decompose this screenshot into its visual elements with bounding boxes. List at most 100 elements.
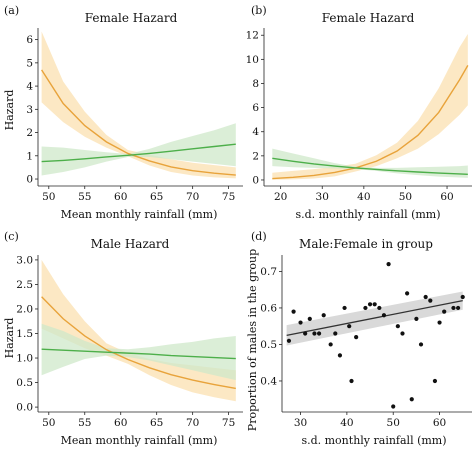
panel-c-series-1-confidence-band bbox=[41, 323, 236, 381]
panel-d-x-tick-label: 60 bbox=[433, 417, 446, 429]
panel-d-data-point bbox=[414, 316, 419, 321]
panel-c-series-0-confidence-band bbox=[41, 259, 236, 402]
panel-a: (a) Female Hazard Hazard Mean monthly ra… bbox=[3, 4, 243, 221]
panel-a-x-tick-label: 60 bbox=[114, 191, 127, 203]
panel-d-data-point bbox=[377, 305, 382, 311]
panel-c-y-tick-label: 1.5 bbox=[16, 328, 33, 340]
panel-c-title: Male Hazard bbox=[91, 237, 170, 251]
panel-c-x-tick-label: 55 bbox=[78, 417, 91, 429]
panel-b-x-tick-label: 20 bbox=[274, 191, 287, 203]
panel-d-data-point bbox=[321, 313, 326, 318]
panel-d-x-tick-label: 30 bbox=[294, 417, 307, 429]
panel-d-xlabel: s.d. monthly rainfall (mm) bbox=[301, 434, 446, 447]
panel-a-plot-area: 50 55 60 65 70 75 0 1 2 3 4 5 6 bbox=[26, 28, 243, 203]
panel-c-ylabel: Hazard bbox=[3, 318, 16, 359]
panel-b-series-0-line bbox=[272, 65, 469, 180]
panel-b-plot-area: 20 30 40 50 60 0 2 4 6 8 10 12 bbox=[246, 28, 472, 203]
panel-d-ylabel: Proportion of males in the group bbox=[246, 249, 259, 431]
panel-d-data-point bbox=[363, 305, 368, 311]
panel-b-xlabel: s.d. monthly rainfall (mm) bbox=[295, 208, 440, 221]
panel-b-y-tick-label: 10 bbox=[246, 54, 259, 66]
panel-b: (b) Female Hazard s.d. monthly rainfall … bbox=[246, 4, 472, 221]
panel-c-x-tick-label: 50 bbox=[42, 417, 55, 429]
panel-d-x-tick-label: 50 bbox=[387, 417, 400, 429]
panel-a-x-tick-label: 55 bbox=[78, 191, 91, 203]
panel-d: (d) Male:Female in group Proportion of m… bbox=[246, 230, 472, 447]
panel-d-data-point bbox=[347, 324, 352, 329]
panel-d-label: (d) bbox=[251, 230, 267, 243]
panel-c-y-tick-label: 0.0 bbox=[16, 402, 33, 414]
panel-b-series-0-confidence-band bbox=[272, 34, 468, 180]
panel-d-data-point bbox=[367, 302, 373, 307]
panel-c-x-tick-label: 75 bbox=[222, 417, 235, 429]
panel-d-y-tick-label: 0.5 bbox=[260, 339, 277, 351]
panel-a-y-tick-label: 2 bbox=[26, 127, 33, 139]
panel-d-data-point bbox=[386, 262, 391, 267]
panel-a-y-tick-label: 4 bbox=[26, 81, 33, 93]
panel-d-y-tick-label: 0.7 bbox=[260, 266, 277, 278]
panel-d-data-point bbox=[428, 298, 433, 303]
panel-a-series-1-line bbox=[41, 143, 236, 163]
panel-d-data-point bbox=[391, 404, 396, 409]
panel-b-x-tick-label: 30 bbox=[316, 191, 329, 203]
panel-d-data-point bbox=[409, 397, 414, 402]
panel-d-x-tick-label: 40 bbox=[340, 417, 353, 429]
panel-c: (c) Male Hazard Hazard Mean monthly rain… bbox=[3, 230, 243, 447]
panel-d-data-point bbox=[298, 320, 303, 325]
panel-b-x-tick-label: 40 bbox=[357, 191, 370, 203]
panel-a-x-tick-label: 50 bbox=[42, 191, 55, 203]
panel-d-data-point bbox=[418, 342, 424, 347]
panel-a-xlabel: Mean monthly rainfall (mm) bbox=[61, 208, 218, 221]
panel-a-series-1-confidence-band bbox=[41, 123, 236, 176]
panel-d-data-point bbox=[354, 335, 359, 340]
panel-d-data-point bbox=[333, 331, 338, 336]
panel-c-y-tick-label: 2.0 bbox=[16, 303, 33, 315]
panel-b-y-tick-label: 4 bbox=[252, 126, 259, 138]
panel-b-y-tick-label: 6 bbox=[252, 102, 259, 114]
panel-a-y-tick-label: 0 bbox=[26, 174, 33, 186]
panel-d-data-point bbox=[432, 378, 438, 384]
panel-d-data-point bbox=[312, 331, 317, 336]
panel-c-series-1-line bbox=[41, 348, 236, 360]
panel-c-xlabel: Mean monthly rainfall (mm) bbox=[61, 434, 218, 447]
panel-d-data-point bbox=[286, 338, 292, 343]
panel-b-y-tick-label: 8 bbox=[252, 78, 259, 90]
panel-a-x-tick-label: 70 bbox=[186, 191, 199, 203]
panel-d-data-point bbox=[303, 331, 308, 336]
panel-a-ylabel: Hazard bbox=[3, 90, 16, 131]
panel-c-plot-area: 50 55 60 65 70 75 0.0 0.5 1.0 1.5 2.0 2.5 3.0 bbox=[16, 254, 243, 429]
panel-d-data-point bbox=[437, 320, 442, 325]
panel-c-y-tick-label: 2.5 bbox=[16, 279, 33, 291]
panel-a-title: Female Hazard bbox=[85, 11, 178, 25]
panel-d-data-point bbox=[456, 305, 461, 311]
panel-b-series-1-line bbox=[272, 157, 468, 175]
panel-c-y-tick-label: 0.5 bbox=[16, 377, 33, 389]
panel-a-y-tick-label: 5 bbox=[26, 57, 33, 69]
panel-d-data-point bbox=[291, 309, 296, 314]
panel-d-data-point bbox=[337, 353, 343, 358]
panel-d-data-point bbox=[349, 378, 354, 384]
panel-a-x-tick-label: 65 bbox=[150, 191, 163, 203]
panel-d-data-point bbox=[381, 313, 387, 318]
panel-a-y-tick-label: 3 bbox=[26, 104, 33, 116]
panel-a-y-tick-label: 6 bbox=[26, 34, 33, 46]
panel-d-title: Male:Female in group bbox=[299, 237, 433, 251]
panel-d-data-point bbox=[451, 305, 456, 311]
panel-d-data-point bbox=[316, 331, 322, 336]
panel-c-series-0-line bbox=[41, 296, 236, 390]
panel-b-label: (b) bbox=[251, 4, 267, 17]
panel-a-y-tick-label: 1 bbox=[26, 150, 33, 162]
panel-a-series-0-line bbox=[41, 69, 236, 176]
panel-c-x-tick-label: 60 bbox=[114, 417, 127, 429]
panel-d-data-point bbox=[442, 309, 447, 314]
panel-b-x-tick-label: 60 bbox=[440, 191, 453, 203]
panel-c-y-tick-label: 3.0 bbox=[16, 254, 33, 266]
panel-c-x-tick-label: 65 bbox=[150, 417, 163, 429]
panel-d-data-point bbox=[328, 342, 333, 347]
panel-b-y-tick-label: 12 bbox=[246, 30, 259, 42]
panel-b-x-tick-label: 50 bbox=[399, 191, 412, 203]
panel-d-data-point bbox=[400, 331, 405, 336]
panel-d-plot-area: 30 40 50 60 0.4 0.5 0.6 0.7 bbox=[260, 255, 472, 429]
panel-d-data-point bbox=[395, 324, 400, 329]
